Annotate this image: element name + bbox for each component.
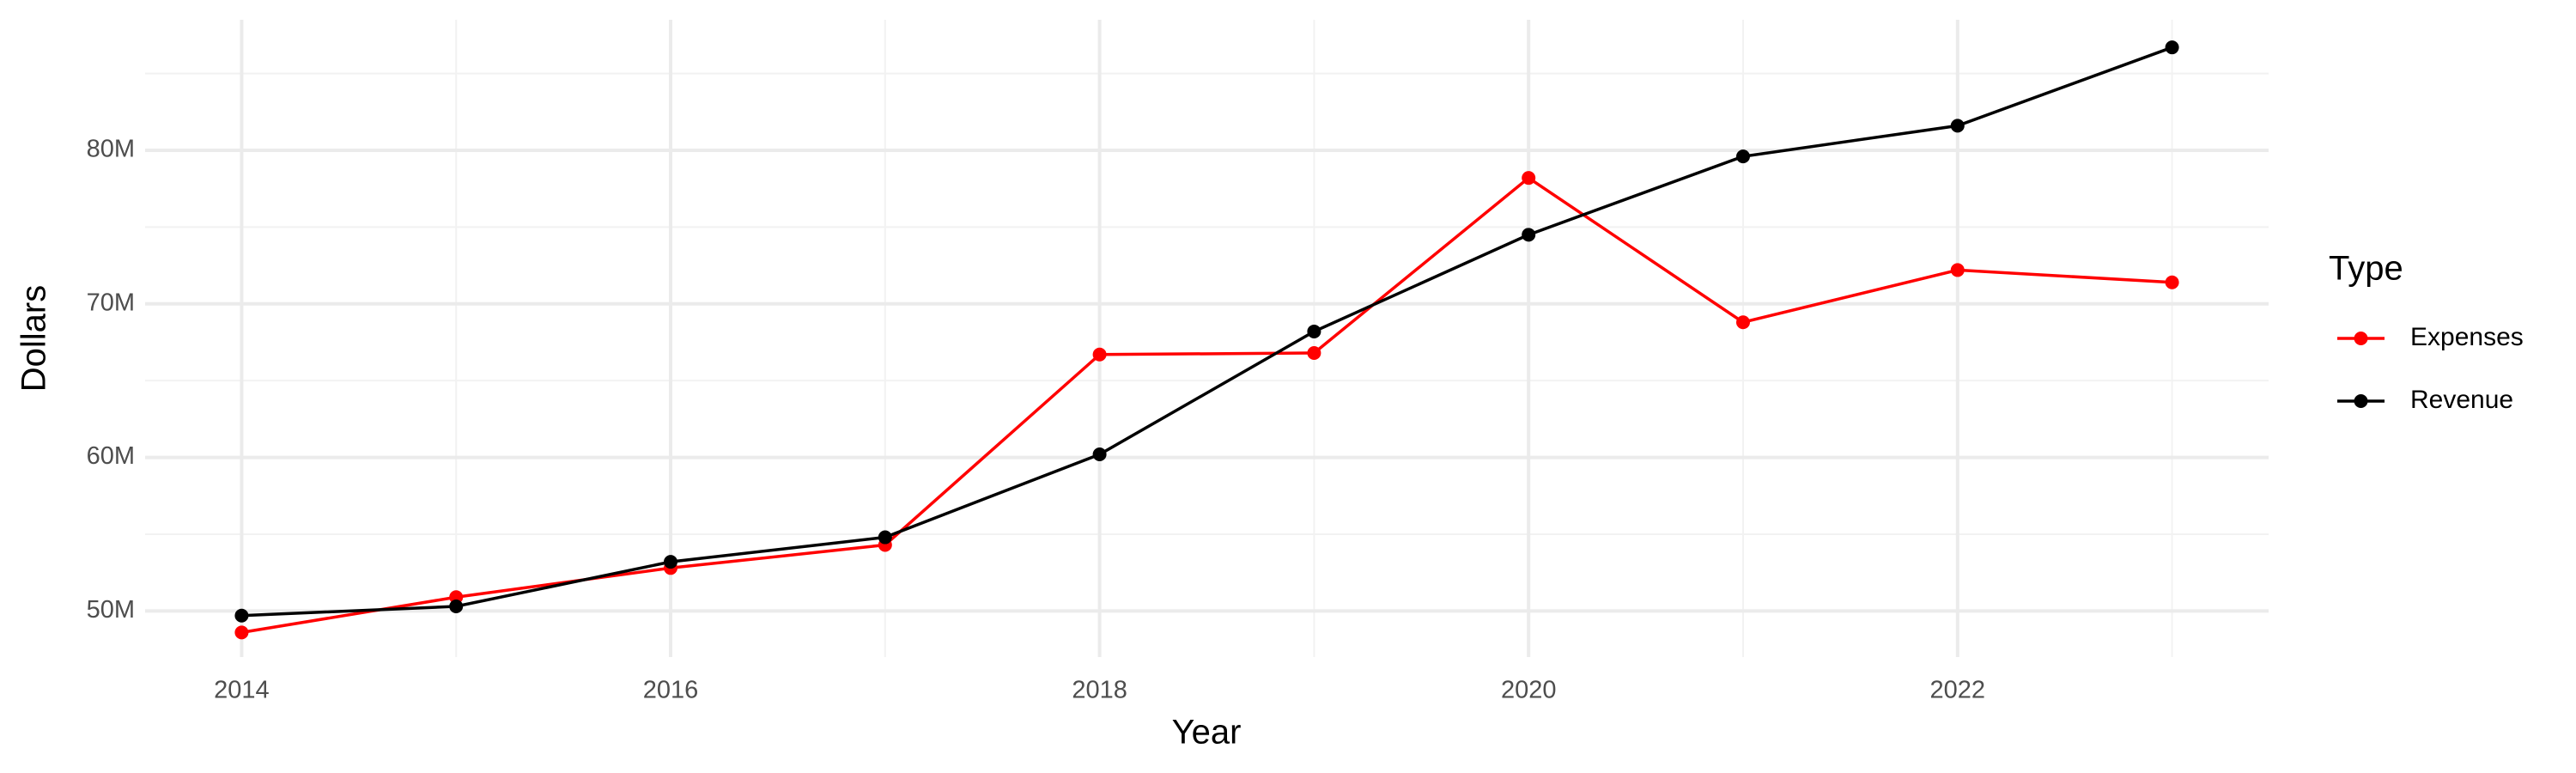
series-line [241,175,2172,635]
x-tick-label: 2016 [643,677,699,704]
data-point [664,555,678,569]
legend: Expenses Revenue [2337,323,2524,414]
data-point [1522,228,1536,242]
x-tick-label: 2020 [1501,677,1557,704]
data-point [1735,315,1750,330]
data-point [1092,447,1107,461]
x-tick-label: 2014 [214,677,270,704]
data-point [2165,275,2179,289]
data-point [2165,40,2179,55]
data-point [1522,171,1536,186]
legend-key-point [2354,394,2368,408]
y-axis-title: Dollars [15,285,53,392]
data-point [234,625,249,640]
data-point [1735,149,1750,164]
x-tick-label: 2022 [1930,677,1986,704]
grid: 50M 60M 70M 80M 2014 2016 2018 2020 2022 [87,20,2269,704]
data-point [449,599,464,613]
plot-area [234,40,2179,640]
series-line [241,46,2173,618]
legend-title: Type [2329,250,2403,288]
legend-label: Expenses [2410,323,2524,351]
data-point [1307,345,1321,360]
data-point [1950,263,1965,277]
y-tick-label: 70M [87,289,135,316]
y-tick-label: 60M [87,442,135,470]
y-tick-label: 80M [87,136,135,163]
data-point [878,530,892,545]
legend-key-point [2354,332,2368,345]
data-point [234,608,249,623]
x-axis-title: Year [1172,714,1242,752]
data-point [1092,347,1107,362]
x-tick-label: 2018 [1072,677,1127,704]
y-tick-label: 50M [87,596,135,624]
legend-label: Revenue [2410,386,2513,414]
data-point [1950,119,1965,133]
data-point [1307,324,1321,338]
